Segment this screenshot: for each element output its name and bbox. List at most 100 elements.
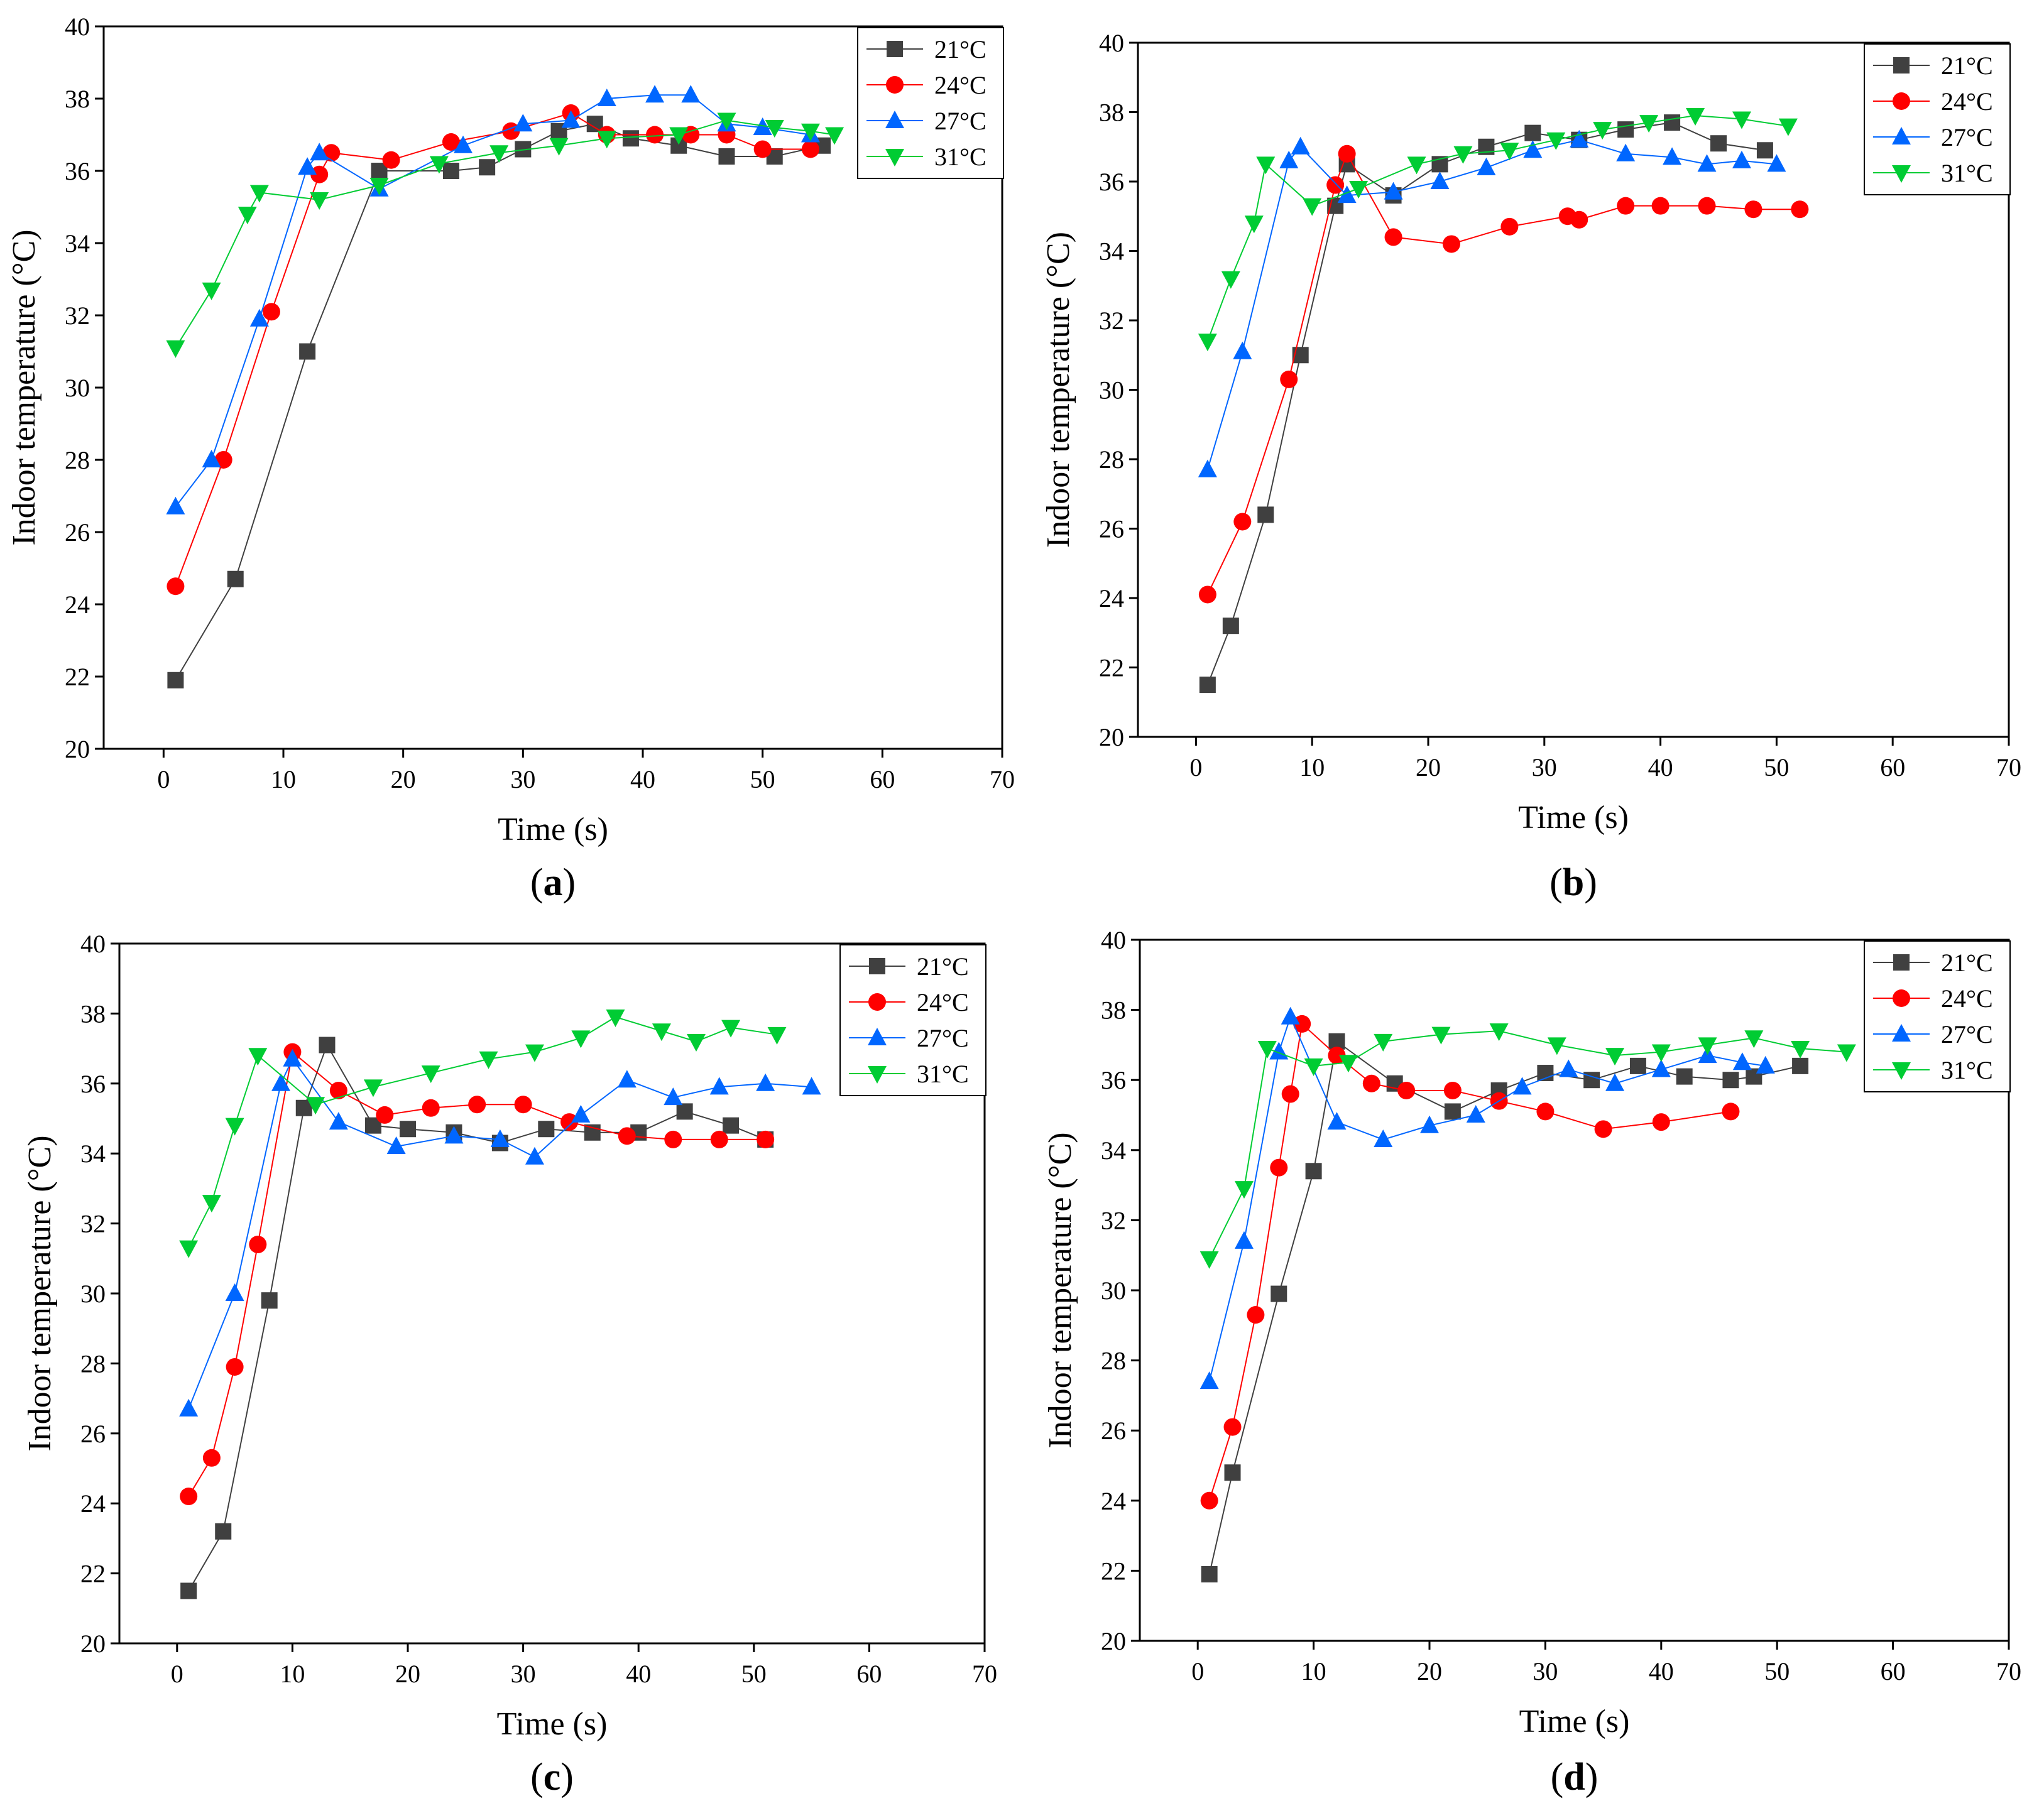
data-point: [1466, 1105, 1485, 1123]
data-point: [1384, 182, 1403, 200]
data-point: [1629, 1057, 1646, 1074]
y-axis-title: Indoor temperature (°C): [22, 1135, 58, 1451]
legend-label: 21°C: [1941, 949, 1993, 977]
data-point: [1337, 185, 1357, 204]
x-tick-label: 10: [271, 765, 296, 793]
data-point: [1536, 1102, 1555, 1121]
data-point: [1420, 1115, 1439, 1133]
data-point: [753, 140, 772, 158]
data-point: [1594, 1120, 1612, 1138]
data-point: [801, 123, 820, 141]
x-tick-label: 10: [1299, 753, 1325, 781]
data-point: [1698, 197, 1716, 215]
data-point: [617, 1070, 637, 1088]
data-point: [652, 1023, 671, 1042]
legend-box: [1864, 43, 2011, 195]
legend-label: 24°C: [1941, 984, 1993, 1013]
data-point: [444, 1126, 464, 1144]
series-0: [1199, 114, 1773, 694]
data-point: [1500, 143, 1519, 161]
data-point: [1791, 200, 1809, 219]
data-point: [606, 1009, 625, 1027]
y-tick-label: 32: [1101, 1206, 1126, 1234]
legend-swatch-marker: [1893, 989, 1910, 1007]
data-point: [1639, 115, 1659, 133]
data-point: [1477, 157, 1496, 175]
x-tick-label: 50: [741, 1660, 767, 1688]
data-point: [363, 1079, 383, 1097]
x-tick-label: 50: [750, 765, 775, 793]
x-tick-label: 70: [1996, 1657, 2021, 1685]
legend-label: 27°C: [917, 1024, 969, 1052]
data-point: [306, 1097, 325, 1115]
data-point: [283, 1048, 302, 1067]
data-point: [1384, 228, 1402, 246]
data-point: [261, 1292, 278, 1309]
data-point: [560, 1113, 579, 1131]
data-point: [825, 127, 844, 145]
data-point: [180, 1488, 198, 1506]
data-point: [249, 185, 269, 203]
data-point: [238, 207, 257, 224]
data-point: [561, 110, 581, 128]
data-point: [1500, 217, 1519, 236]
data-point: [1686, 108, 1705, 126]
x-tick-label: 20: [1417, 1657, 1442, 1685]
data-point: [1617, 197, 1635, 215]
legend-swatch-marker: [885, 149, 904, 166]
data-point: [249, 1236, 267, 1254]
x-tick-label: 10: [1301, 1657, 1326, 1685]
series-2: [1200, 1006, 1775, 1390]
data-point: [1523, 140, 1543, 158]
data-point: [1279, 150, 1299, 168]
data-point: [1244, 215, 1264, 234]
data-point: [1722, 1102, 1740, 1121]
data-point: [215, 1523, 232, 1540]
y-tick-label: 30: [65, 374, 90, 402]
y-tick-label: 36: [1101, 1066, 1126, 1094]
x-tick-label: 40: [1649, 1657, 1674, 1685]
y-tick-label: 40: [1099, 29, 1124, 57]
data-point: [299, 343, 316, 360]
data-point: [721, 1020, 741, 1038]
data-point: [1281, 1085, 1299, 1103]
data-point: [1281, 1006, 1300, 1025]
legend-swatch-marker: [887, 41, 903, 57]
data-point: [310, 143, 329, 161]
series-3: [166, 112, 844, 358]
series-3: [179, 1009, 787, 1258]
y-axis-title: Indoor temperature (°C): [6, 229, 42, 545]
data-point: [1200, 1251, 1219, 1269]
data-point: [1744, 1030, 1764, 1048]
series-3: [1198, 108, 1798, 352]
legend-swatch-marker: [1892, 127, 1911, 144]
legend-swatch-marker: [885, 111, 904, 128]
x-tick-label: 70: [972, 1660, 997, 1688]
data-point: [756, 1073, 775, 1091]
data-point: [1374, 1129, 1393, 1148]
x-axis-title: Time (s): [497, 1706, 608, 1742]
legend-label: 27°C: [1941, 1020, 1993, 1048]
data-point: [1338, 1055, 1358, 1073]
y-tick-label: 22: [1101, 1557, 1126, 1585]
y-tick-label: 24: [1101, 1487, 1126, 1515]
series-line: [175, 94, 811, 508]
data-point: [1791, 1040, 1810, 1059]
data-point: [618, 1127, 636, 1145]
data-point: [646, 126, 664, 144]
data-point: [1233, 341, 1252, 359]
legend: 21°C 24°C 27°C 31°C: [839, 944, 986, 1096]
y-tick-label: 30: [1099, 376, 1124, 405]
data-point: [1257, 506, 1274, 523]
data-point: [802, 1077, 821, 1095]
data-point: [225, 1118, 244, 1136]
legend-swatch-marker: [868, 1028, 887, 1045]
x-tick-label: 50: [1764, 1657, 1790, 1685]
data-point: [179, 1398, 199, 1417]
data-point: [1676, 1068, 1693, 1085]
legend-box: [857, 27, 1004, 179]
x-tick-label: 20: [1416, 753, 1441, 781]
data-point: [1778, 118, 1798, 136]
data-point: [676, 1103, 693, 1120]
data-point: [202, 282, 221, 300]
